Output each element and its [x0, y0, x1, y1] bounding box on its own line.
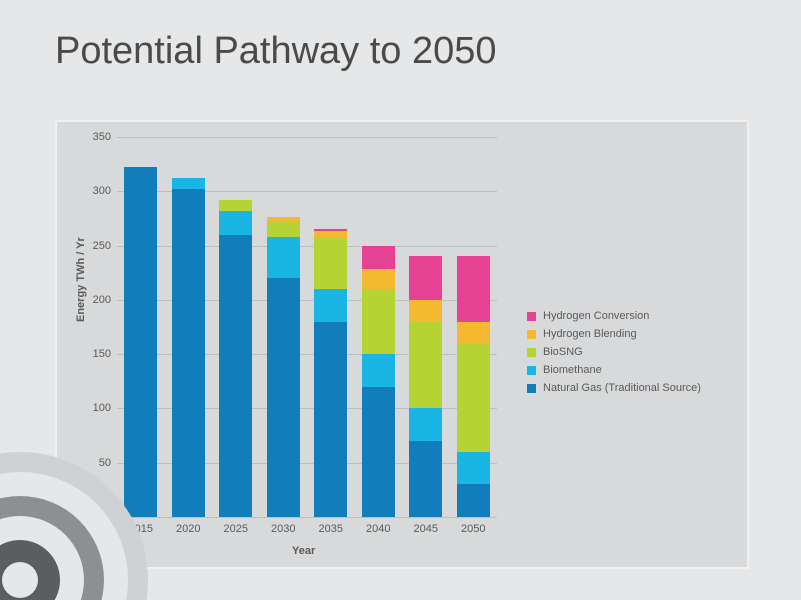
bar-segment: [314, 231, 347, 236]
y-tick-label: 350: [93, 131, 117, 143]
legend: Hydrogen Conversion Hydrogen Blending BioS…: [527, 307, 701, 397]
slide: Potential Pathway to 2050 Energy TWh / Y…: [0, 0, 801, 600]
x-tick-label: 2020: [176, 517, 200, 535]
bar-segment: [362, 354, 395, 387]
legend-label: Hydrogen Conversion: [543, 310, 649, 322]
bar-segment: [457, 322, 490, 344]
bar-segment: [409, 408, 442, 441]
legend-swatch: [527, 366, 536, 375]
chart-panel: Energy TWh / Yr 050100150200250300350201…: [55, 120, 749, 569]
legend-swatch: [527, 384, 536, 393]
plot-area: 0501001502002503003502015202020252030203…: [117, 137, 497, 517]
page-title: Potential Pathway to 2050: [55, 30, 497, 73]
bar-segment: [362, 289, 395, 354]
bar-group: [409, 137, 442, 517]
bar-segment: [124, 167, 157, 517]
legend-label: BioSNG: [543, 346, 583, 358]
legend-label: Natural Gas (Traditional Source): [543, 382, 701, 394]
bar-segment: [409, 441, 442, 517]
x-tick-label: 2050: [461, 517, 485, 535]
legend-item: Biomethane: [527, 361, 701, 379]
y-tick-label: 0: [105, 511, 117, 523]
y-tick-label: 50: [99, 457, 117, 469]
legend-item: BioSNG: [527, 343, 701, 361]
legend-item: Natural Gas (Traditional Source): [527, 379, 701, 397]
bar-segment: [267, 278, 300, 517]
bar-segment: [314, 237, 347, 289]
bar-segment: [409, 322, 442, 409]
bar-segment: [267, 217, 300, 220]
bar-segment: [219, 211, 252, 235]
bar-segment: [267, 237, 300, 278]
x-axis-title: Year: [292, 545, 315, 557]
bar-segment: [219, 235, 252, 517]
legend-item: Hydrogen Blending: [527, 325, 701, 343]
x-tick-label: 2035: [319, 517, 343, 535]
x-tick-label: 2040: [366, 517, 390, 535]
bar-segment: [314, 322, 347, 517]
bar-segment: [362, 387, 395, 517]
bar-segment: [457, 343, 490, 452]
bar-segment: [409, 300, 442, 322]
bar-segment: [314, 229, 347, 231]
bar-group: [219, 137, 252, 517]
bar-group: [362, 137, 395, 517]
legend-swatch: [527, 348, 536, 357]
bar-segment: [457, 256, 490, 321]
legend-label: Hydrogen Blending: [543, 328, 637, 340]
bar-segment: [457, 484, 490, 517]
grid-line: [117, 517, 497, 518]
bar-segment: [172, 189, 205, 517]
bar-segment: [314, 289, 347, 322]
bar-group: [457, 137, 490, 517]
y-axis-title: Energy TWh / Yr: [75, 237, 87, 322]
bar-segment: [267, 221, 300, 237]
x-tick-label: 2045: [414, 517, 438, 535]
bar-segment: [362, 269, 395, 289]
y-tick-label: 250: [93, 240, 117, 252]
y-tick-label: 150: [93, 348, 117, 360]
legend-swatch: [527, 312, 536, 321]
y-tick-label: 200: [93, 294, 117, 306]
bar-segment: [362, 246, 395, 270]
bar-group: [314, 137, 347, 517]
legend-swatch: [527, 330, 536, 339]
bar-segment: [409, 256, 442, 299]
y-tick-label: 100: [93, 402, 117, 414]
legend-item: Hydrogen Conversion: [527, 307, 701, 325]
x-tick-label: 2030: [271, 517, 295, 535]
bar-segment: [172, 178, 205, 189]
bar-segment: [219, 200, 252, 211]
bar-group: [124, 137, 157, 517]
legend-label: Biomethane: [543, 364, 602, 376]
bar-group: [172, 137, 205, 517]
bar-segment: [457, 452, 490, 485]
bar-group: [267, 137, 300, 517]
x-tick-label: 2025: [224, 517, 248, 535]
y-tick-label: 300: [93, 185, 117, 197]
x-tick-label: 2015: [129, 517, 153, 535]
